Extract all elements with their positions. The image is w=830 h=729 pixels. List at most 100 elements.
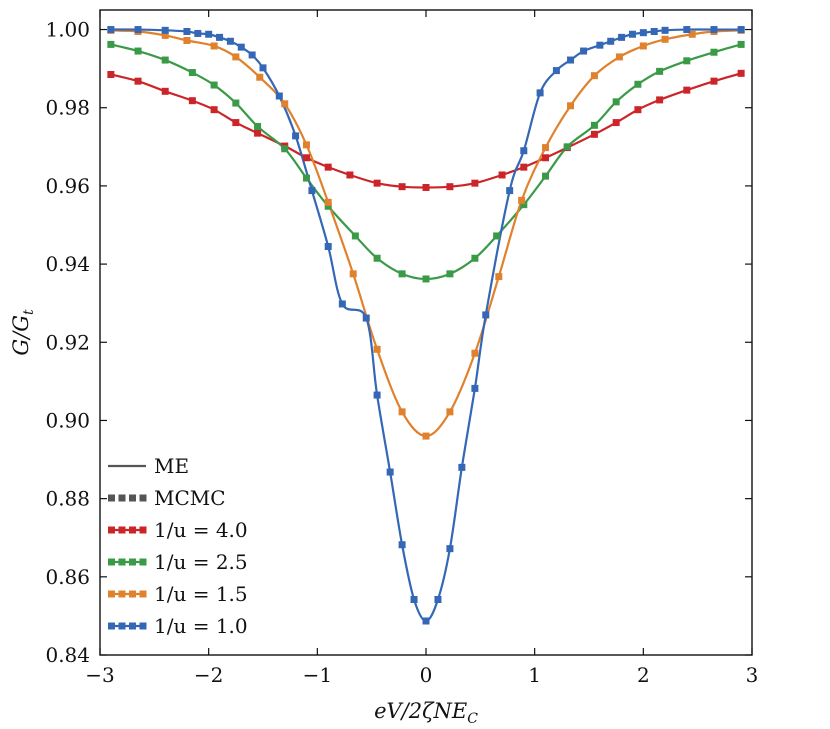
legend-swatch-marker	[129, 622, 136, 630]
legend-label: 1/u = 4.0	[154, 518, 248, 542]
series-marker-1	[373, 254, 381, 262]
series-marker-1	[446, 270, 454, 278]
series-marker-1	[302, 174, 310, 182]
series-marker-3	[434, 595, 442, 603]
legend-swatch-marker	[118, 590, 126, 598]
series-marker-3	[471, 384, 479, 392]
series-marker-3	[596, 41, 604, 49]
series-marker-1	[351, 232, 359, 240]
series-marker-2	[398, 408, 406, 416]
series-marker-2	[373, 345, 381, 353]
series-marker-2	[281, 100, 289, 108]
series-marker-0	[612, 119, 620, 127]
series-marker-1	[324, 202, 332, 210]
y-axis-label-sub: t	[21, 309, 37, 315]
series-marker-1	[520, 201, 528, 209]
series-marker-2	[302, 141, 310, 149]
series-marker-3	[639, 29, 647, 37]
series-marker-2	[661, 35, 669, 43]
series-marker-3	[338, 300, 346, 308]
series-marker-1	[210, 81, 218, 89]
series-marker-3	[661, 26, 669, 34]
y-axis-label-main: G/G	[9, 315, 33, 356]
plot-frame	[99, 9, 753, 656]
series-marker-1	[656, 67, 664, 75]
legend-label: MCMC	[154, 486, 226, 510]
series-marker-2	[590, 72, 598, 80]
series-marker-1	[422, 275, 430, 283]
series-marker-0	[710, 77, 718, 85]
series-marker-1	[281, 145, 289, 153]
series-marker-3	[567, 56, 575, 64]
series-marker-3	[386, 468, 394, 476]
series-marker-2	[688, 30, 696, 38]
series-marker-0	[634, 106, 642, 114]
series-marker-2	[349, 270, 357, 278]
series-marker-3	[362, 314, 370, 322]
series-marker-2	[567, 102, 575, 110]
series-marker-0	[520, 163, 528, 171]
series-marker-3	[482, 311, 490, 319]
series-marker-0	[188, 97, 196, 105]
series-marker-3	[324, 243, 332, 250]
series-marker-1	[634, 80, 642, 88]
series-marker-0	[161, 87, 169, 95]
legend-swatch-marker	[129, 526, 136, 534]
legend-swatch-marker	[129, 558, 136, 566]
series-marker-3	[422, 617, 430, 625]
x-tick-label: 1	[528, 663, 541, 687]
series-marker-0	[446, 183, 454, 191]
y-tick-label: 0.96	[45, 174, 90, 198]
x-axis-label-sub: C	[467, 711, 478, 727]
series-marker-0	[346, 171, 354, 179]
series-marker-1	[612, 98, 620, 106]
series-marker-1	[254, 122, 262, 130]
series-marker-3	[308, 187, 316, 195]
series-marker-2	[324, 198, 332, 206]
series-marker-3	[194, 29, 202, 37]
series-marker-0	[590, 130, 598, 138]
legend-swatch-marker	[108, 622, 115, 630]
series-marker-1	[683, 57, 691, 65]
series-marker-0	[254, 129, 262, 137]
legend-swatch-marker	[108, 558, 115, 566]
series-marker-2	[232, 53, 240, 61]
y-tick-label: 0.86	[45, 565, 90, 589]
series-marker-2	[615, 53, 623, 61]
legend-swatch-marker	[139, 558, 147, 566]
legend-swatch-dot	[108, 494, 115, 502]
series-marker-0	[471, 179, 479, 187]
series-marker-0	[232, 119, 240, 127]
legend-swatch-marker	[108, 526, 115, 534]
legend-swatch-dot	[139, 494, 147, 502]
series-marker-2	[446, 408, 454, 416]
series-marker-3	[237, 43, 245, 51]
series-marker-0	[398, 183, 406, 191]
y-tick-label: 0.92	[45, 330, 90, 354]
series-marker-2	[518, 196, 526, 204]
series-marker-3	[618, 33, 626, 41]
legend-swatch-marker	[129, 590, 136, 598]
series-marker-0	[422, 183, 430, 191]
series-marker-3	[552, 67, 560, 75]
series-marker-3	[410, 595, 418, 603]
legend-swatch-marker	[118, 558, 126, 566]
x-tick-label: −3	[85, 663, 114, 687]
series-marker-1	[590, 121, 598, 129]
y-tick-label: 0.90	[45, 408, 90, 432]
series-marker-3	[161, 26, 169, 34]
series-marker-3	[248, 51, 256, 59]
series-line-2	[110, 29, 742, 438]
x-axis-label-main: eV/2ζNE	[374, 699, 467, 723]
series-marker-3	[216, 33, 224, 41]
series-line-0	[110, 72, 742, 189]
series-marker-2	[183, 36, 191, 44]
legend-swatch-dot	[118, 494, 126, 502]
series-marker-0	[324, 163, 332, 171]
series-marker-3	[628, 30, 636, 38]
series-marker-3	[536, 89, 544, 97]
y-axis-label: G/Gt	[9, 309, 37, 356]
y-tick-label: 0.88	[45, 487, 90, 511]
y-tick-labels: 0.84 0.86 0.88 0.90 0.92 0.94 0.96 0.98 1.00	[45, 18, 90, 667]
